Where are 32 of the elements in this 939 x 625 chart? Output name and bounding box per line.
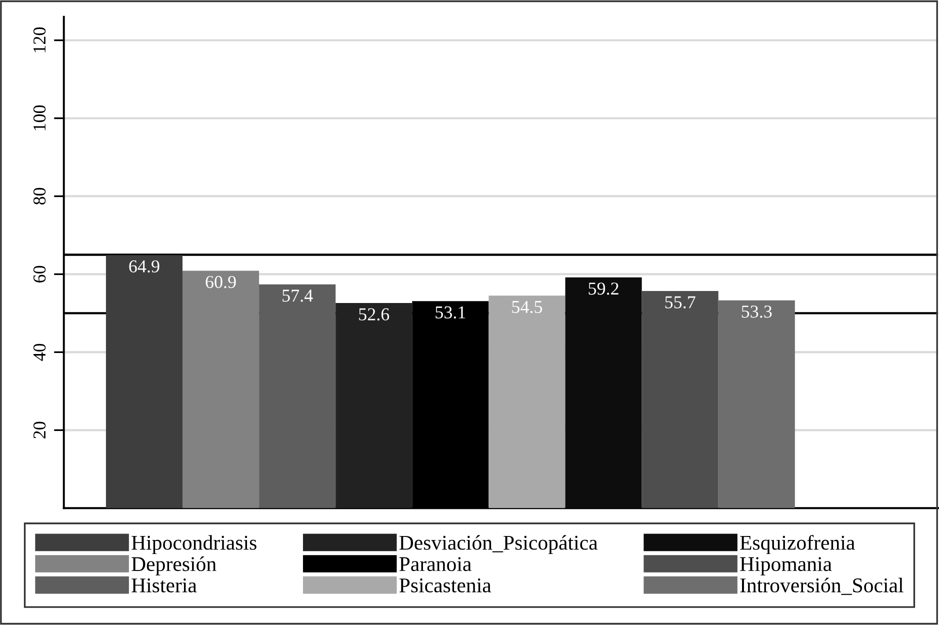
- y-tick-label: 60: [33, 266, 46, 282]
- y-tick-label: 20: [33, 422, 46, 438]
- data-label: 54.5: [512, 300, 542, 314]
- data-label: 52.6: [359, 308, 390, 321]
- bar: [336, 303, 412, 508]
- legend-label: Esquizofrenia: [740, 534, 855, 554]
- data-label: 64.9: [129, 260, 160, 273]
- y-tick-label: 80: [33, 188, 46, 205]
- y-tick-label: 40: [33, 344, 46, 361]
- legend-label: Introversión_Social: [740, 578, 904, 595]
- legend-label: Depresión: [132, 556, 216, 576]
- bar: [718, 300, 795, 508]
- legend-label: Hipomania: [740, 557, 832, 576]
- data-label: 60.9: [206, 276, 236, 288]
- bar: [182, 270, 260, 508]
- bar: [642, 290, 718, 508]
- legend-label: Paranoia: [399, 557, 472, 572]
- legend-label: Desviación_Psicopática: [399, 535, 598, 554]
- data-label: 53.3: [742, 306, 772, 318]
- y-tick-label: 100: [33, 105, 46, 130]
- legend-label: Psicastenia: [399, 578, 492, 592]
- data-label: 55.7: [665, 296, 696, 308]
- legend-label: Histeria: [132, 578, 197, 592]
- bar: [106, 255, 183, 508]
- y-tick-label: 120: [33, 27, 46, 52]
- data-label: 53.1: [436, 306, 466, 319]
- data-label: 57.4: [282, 290, 313, 302]
- data-label: 59.2: [588, 282, 618, 295]
- bar: [259, 284, 336, 508]
- bar: [565, 277, 642, 508]
- legend-label: Hipocondriasis: [132, 535, 256, 554]
- bar: [488, 296, 566, 508]
